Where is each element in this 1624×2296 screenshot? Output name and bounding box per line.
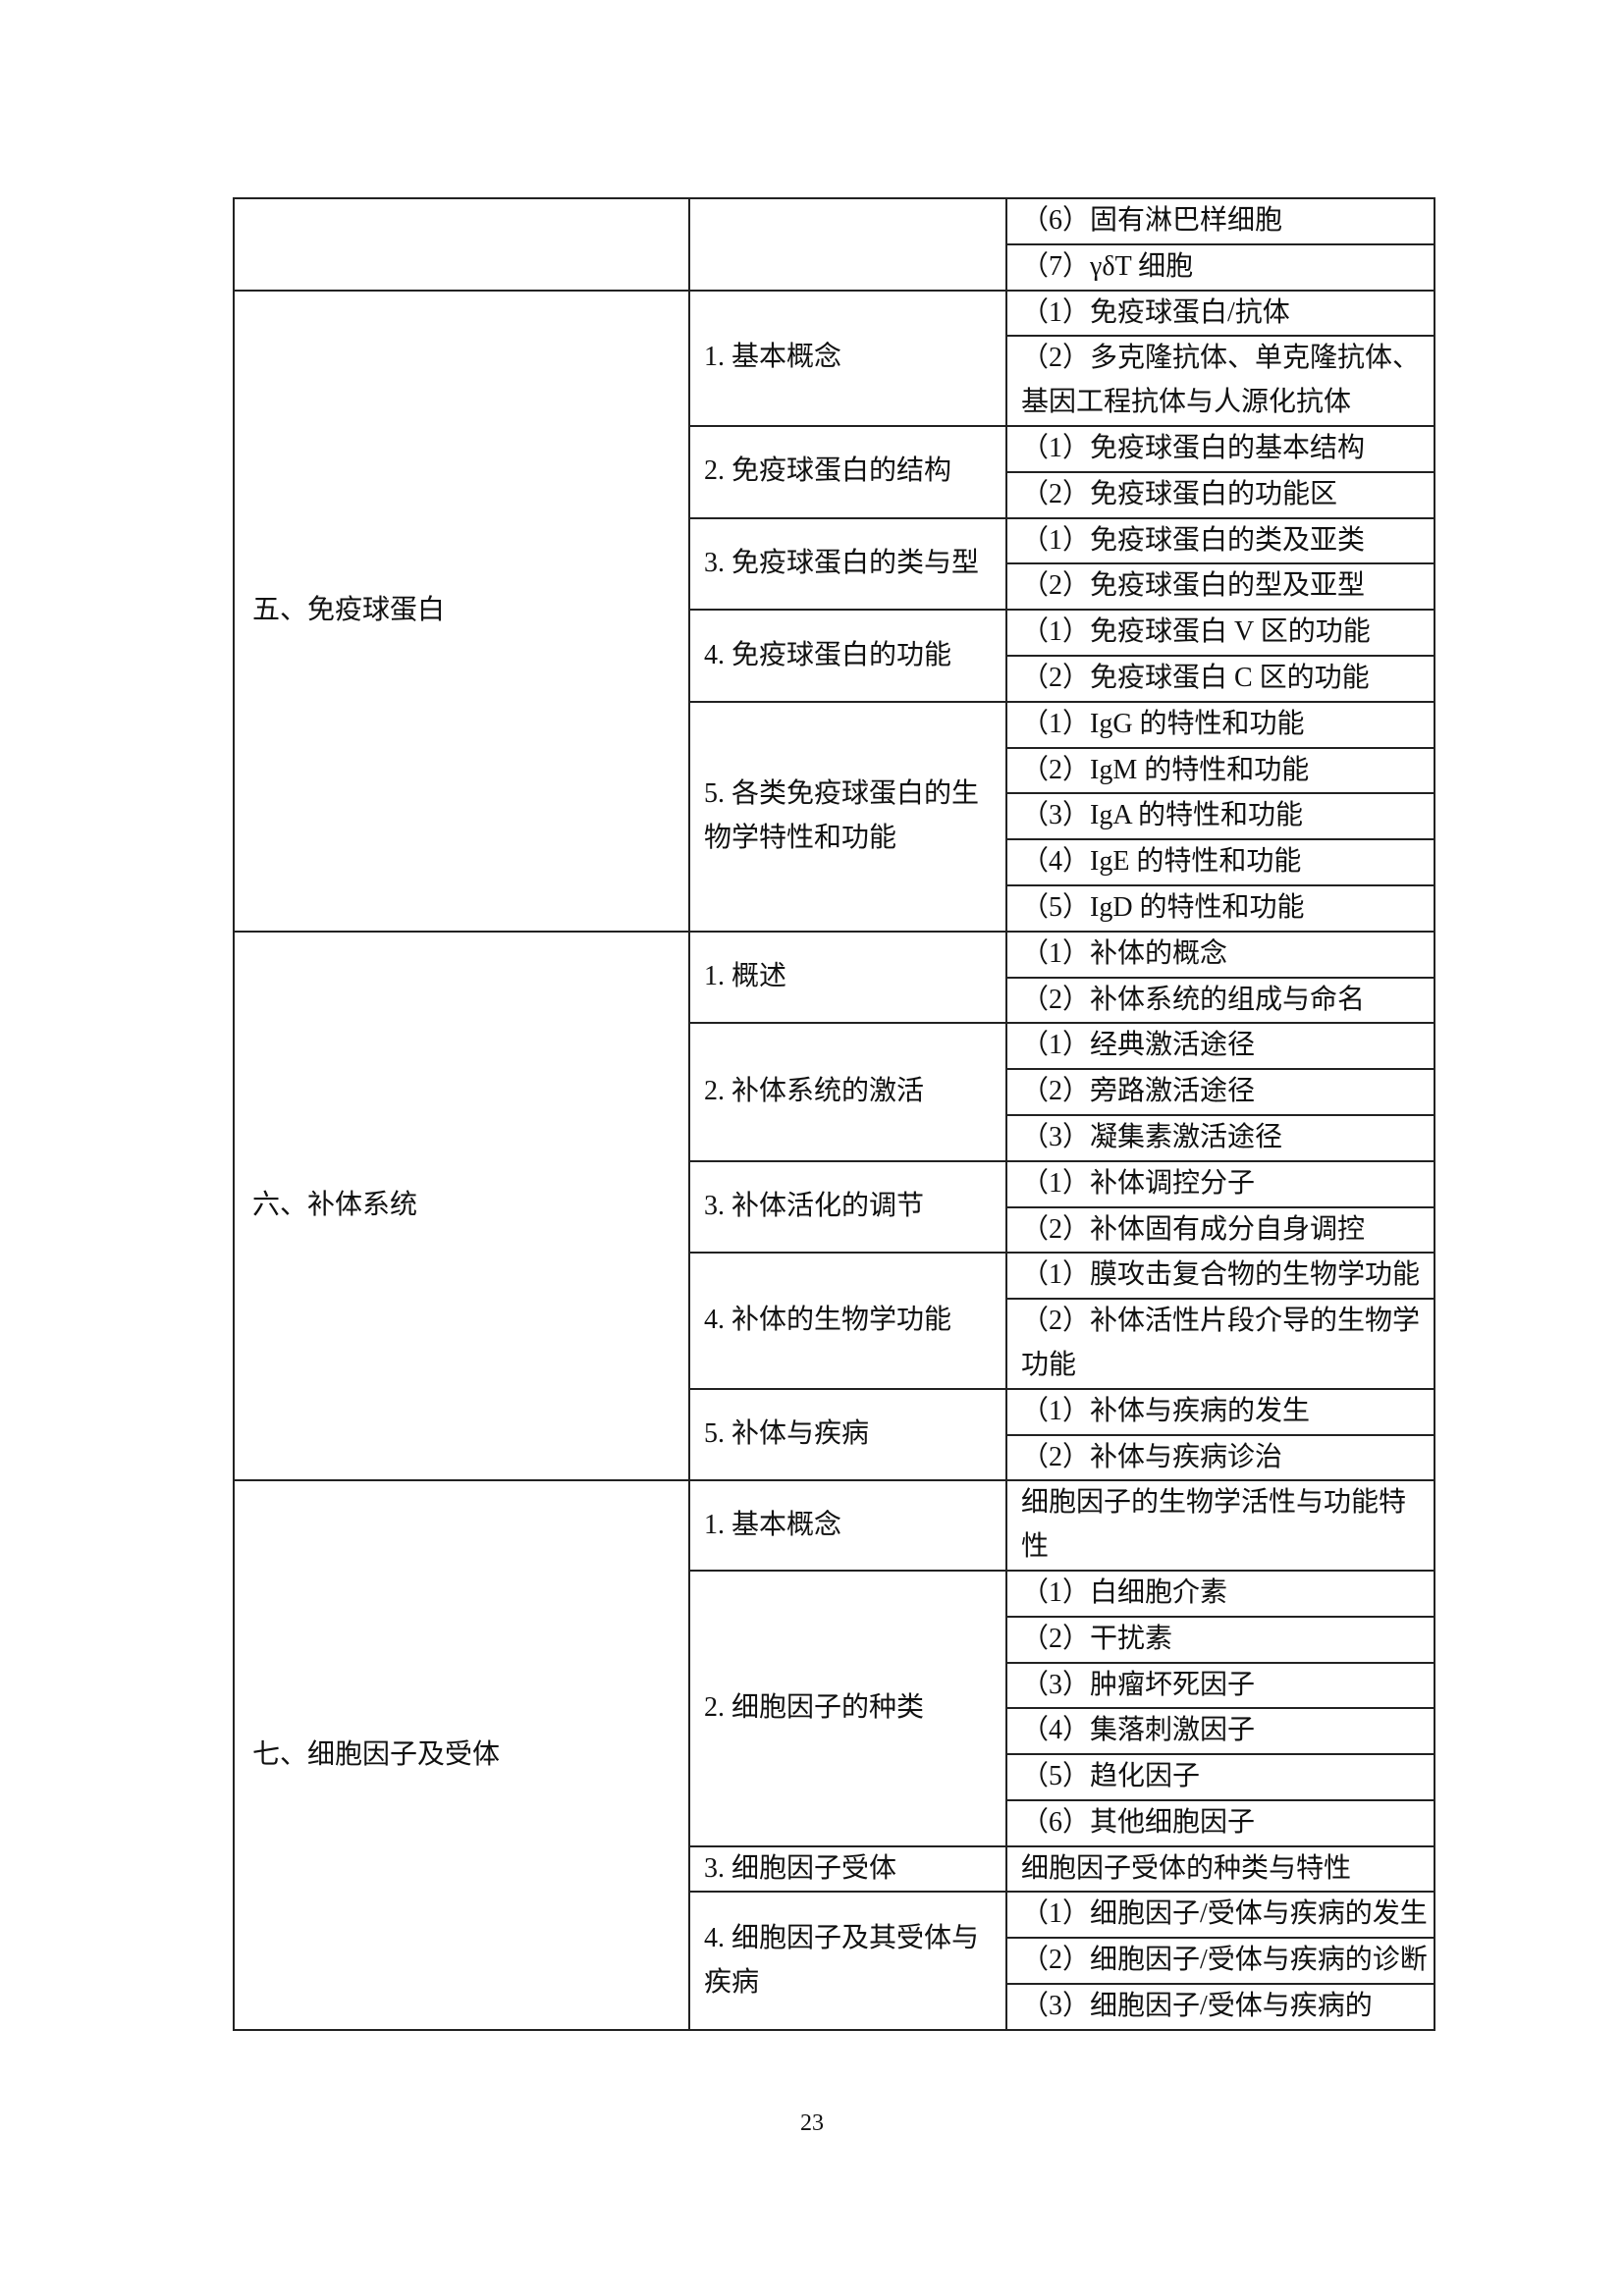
table-row: （5）趋化因子 bbox=[234, 1753, 1435, 1801]
topic-item: （3）细胞因子/受体与疾病的 bbox=[1005, 1983, 1435, 2031]
topic-item: （1）补体与疾病的发生 bbox=[1005, 1387, 1435, 1436]
table-row: （2）干扰素 bbox=[234, 1615, 1435, 1664]
table-row: （2）补体与疾病诊治 bbox=[234, 1433, 1435, 1482]
subsection-title: 1. 基本概念 bbox=[688, 1479, 1007, 1572]
table-row: （2）补体活性片段介导的生物学功能 bbox=[234, 1298, 1435, 1390]
table-row: （6）其他细胞因子 bbox=[234, 1798, 1435, 1847]
topic-item: （1）免疫球蛋白 V 区的功能 bbox=[1005, 609, 1435, 657]
topic-item: （2）补体系统的组成与命名 bbox=[1005, 976, 1435, 1025]
table-row: （2）IgM 的特性和功能 bbox=[234, 746, 1435, 795]
subsection-title bbox=[688, 197, 1007, 292]
subsection-title: 2. 细胞因子的种类 bbox=[688, 1569, 1007, 1847]
subsection-title: 2. 补体系统的激活 bbox=[688, 1022, 1007, 1162]
section-title: 七、细胞因子及受体 bbox=[233, 1479, 690, 2031]
subsection-title: 1. 基本概念 bbox=[688, 289, 1007, 427]
topic-item: （1）细胞因子/受体与疾病的发生 bbox=[1005, 1891, 1435, 1940]
table-row: 3. 细胞因子受体 细胞因子受体的种类与特性 bbox=[234, 1844, 1435, 1894]
table-row: （3）细胞因子/受体与疾病的 bbox=[234, 1983, 1435, 2031]
table-row: （2）补体固有成分自身调控 bbox=[234, 1205, 1435, 1255]
topic-item: （6）固有淋巴样细胞 bbox=[1005, 197, 1435, 245]
topic-item: （7）γδT 细胞 bbox=[1005, 242, 1435, 292]
topic-item: （1）免疫球蛋白的基本结构 bbox=[1005, 424, 1435, 473]
topic-item: 细胞因子受体的种类与特性 bbox=[1005, 1844, 1435, 1894]
topic-item: （2）补体活性片段介导的生物学功能 bbox=[1005, 1298, 1435, 1390]
table-row: 5. 各类免疫球蛋白的生物学特性和功能 （1）IgG 的特性和功能 bbox=[234, 700, 1435, 933]
topic-item: （1）补体调控分子 bbox=[1005, 1159, 1435, 1208]
table-row: （2）多克隆抗体、单克隆抗体、基因工程抗体与人源化抗体 bbox=[234, 335, 1435, 427]
table-row: （3）IgA 的特性和功能 bbox=[234, 792, 1435, 841]
topic-item: （1）补体的概念 bbox=[1005, 930, 1435, 979]
topic-item: （2）多克隆抗体、单克隆抗体、基因工程抗体与人源化抗体 bbox=[1005, 335, 1435, 427]
subsection-title: 3. 免疫球蛋白的类与型 bbox=[688, 516, 1007, 612]
table-row: （3）凝集素激活途径 bbox=[234, 1113, 1435, 1162]
topic-item: （1）白细胞介素 bbox=[1005, 1569, 1435, 1618]
topic-item: （1）经典激活途径 bbox=[1005, 1022, 1435, 1071]
table-row: （4）IgE 的特性和功能 bbox=[234, 838, 1435, 886]
topic-item: （4）IgE 的特性和功能 bbox=[1005, 838, 1435, 886]
table-row: （2）细胞因子/受体与疾病的诊断 bbox=[234, 1937, 1435, 1986]
topic-item: （4）集落刺激因子 bbox=[1005, 1707, 1435, 1756]
table-row: （2）免疫球蛋白 C 区的功能 bbox=[234, 654, 1435, 703]
table-row: 3. 补体活化的调节 （1）补体调控分子 bbox=[234, 1159, 1435, 1255]
table-row: 2. 补体系统的激活 （1）经典激活途径 bbox=[234, 1022, 1435, 1162]
topic-item: （6）其他细胞因子 bbox=[1005, 1798, 1435, 1847]
topic-item: （3）凝集素激活途径 bbox=[1005, 1113, 1435, 1162]
table-row: 4. 免疫球蛋白的功能 （1）免疫球蛋白 V 区的功能 bbox=[234, 609, 1435, 703]
topic-item: （3）IgA 的特性和功能 bbox=[1005, 792, 1435, 841]
table-row: 5. 补体与疾病 （1）补体与疾病的发生 bbox=[234, 1387, 1435, 1482]
subsection-title: 4. 细胞因子及其受体与疾病 bbox=[688, 1891, 1007, 2031]
subsection-title: 4. 补体的生物学功能 bbox=[688, 1252, 1007, 1390]
table-row: （2）补体系统的组成与命名 bbox=[234, 976, 1435, 1025]
table-row: （2）旁路激活途径 bbox=[234, 1068, 1435, 1116]
topic-item: （1）免疫球蛋白/抗体 bbox=[1005, 289, 1435, 338]
table-row: （7）γδT 细胞 bbox=[234, 242, 1435, 292]
subsection-title: 2. 免疫球蛋白的结构 bbox=[688, 424, 1007, 519]
topic-item: （1）IgG 的特性和功能 bbox=[1005, 700, 1435, 749]
topic-item: （2）免疫球蛋白的型及亚型 bbox=[1005, 562, 1435, 612]
table-row: 3. 免疫球蛋白的类与型 （1）免疫球蛋白的类及亚类 bbox=[234, 516, 1435, 612]
topic-item: （5）IgD 的特性和功能 bbox=[1005, 883, 1435, 933]
section-title bbox=[233, 197, 690, 292]
table-row: （4）集落刺激因子 bbox=[234, 1707, 1435, 1756]
topic-item: （5）趋化因子 bbox=[1005, 1753, 1435, 1801]
topic-item: （2）IgM 的特性和功能 bbox=[1005, 746, 1435, 795]
subsection-title: 3. 细胞因子受体 bbox=[688, 1844, 1007, 1894]
table-row: （5）IgD 的特性和功能 bbox=[234, 883, 1435, 933]
table-row: （2）免疫球蛋白的功能区 bbox=[234, 470, 1435, 519]
table-row: 4. 补体的生物学功能 （1）膜攻击复合物的生物学功能 bbox=[234, 1252, 1435, 1390]
topic-item: （2）免疫球蛋白的功能区 bbox=[1005, 470, 1435, 519]
topic-item: （2）免疫球蛋白 C 区的功能 bbox=[1005, 654, 1435, 703]
section-title: 五、免疫球蛋白 bbox=[233, 289, 690, 933]
table-row: 五、免疫球蛋白 1. 基本概念 （1）免疫球蛋白/抗体 bbox=[233, 289, 1435, 933]
table-row: 七、细胞因子及受体 1. 基本概念 细胞因子的生物学活性与功能特性 bbox=[233, 1479, 1435, 2031]
subsection-title: 3. 补体活化的调节 bbox=[688, 1159, 1007, 1255]
topic-item: （2）补体与疾病诊治 bbox=[1005, 1433, 1435, 1482]
syllabus-table: （6）固有淋巴样细胞 （7）γδT 细胞 五、免疫球蛋白 1. 基本概念 （1）免疫球蛋… bbox=[233, 197, 1435, 2031]
table-row: 4. 细胞因子及其受体与疾病 （1）细胞因子/受体与疾病的发生 bbox=[234, 1891, 1435, 2031]
topic-item: （2）补体固有成分自身调控 bbox=[1005, 1205, 1435, 1255]
topic-item: （2）干扰素 bbox=[1005, 1615, 1435, 1664]
table-row: 六、补体系统 1. 概述 （1）补体的概念 bbox=[233, 930, 1435, 1482]
subsection-title: 5. 各类免疫球蛋白的生物学特性和功能 bbox=[688, 700, 1007, 933]
subsection-title: 1. 概述 bbox=[688, 930, 1007, 1025]
topic-item: （2）细胞因子/受体与疾病的诊断 bbox=[1005, 1937, 1435, 1986]
topic-item: （1）膜攻击复合物的生物学功能 bbox=[1005, 1252, 1435, 1301]
table-row: 2. 细胞因子的种类 （1）白细胞介素 bbox=[234, 1569, 1435, 1847]
page-number: 23 bbox=[800, 2110, 824, 2136]
table-row: 2. 免疫球蛋白的结构 （1）免疫球蛋白的基本结构 bbox=[234, 424, 1435, 519]
subsection-title: 4. 免疫球蛋白的功能 bbox=[688, 609, 1007, 703]
topic-item: （1）免疫球蛋白的类及亚类 bbox=[1005, 516, 1435, 565]
table-row: （6）固有淋巴样细胞 bbox=[233, 197, 1435, 292]
section-title: 六、补体系统 bbox=[233, 930, 690, 1482]
table-row: （2）免疫球蛋白的型及亚型 bbox=[234, 562, 1435, 612]
topic-item: （2）旁路激活途径 bbox=[1005, 1068, 1435, 1116]
table-row: （3）肿瘤坏死因子 bbox=[234, 1661, 1435, 1710]
topic-item: 细胞因子的生物学活性与功能特性 bbox=[1005, 1479, 1435, 1572]
subsection-title: 5. 补体与疾病 bbox=[688, 1387, 1007, 1482]
topic-item: （3）肿瘤坏死因子 bbox=[1005, 1661, 1435, 1710]
